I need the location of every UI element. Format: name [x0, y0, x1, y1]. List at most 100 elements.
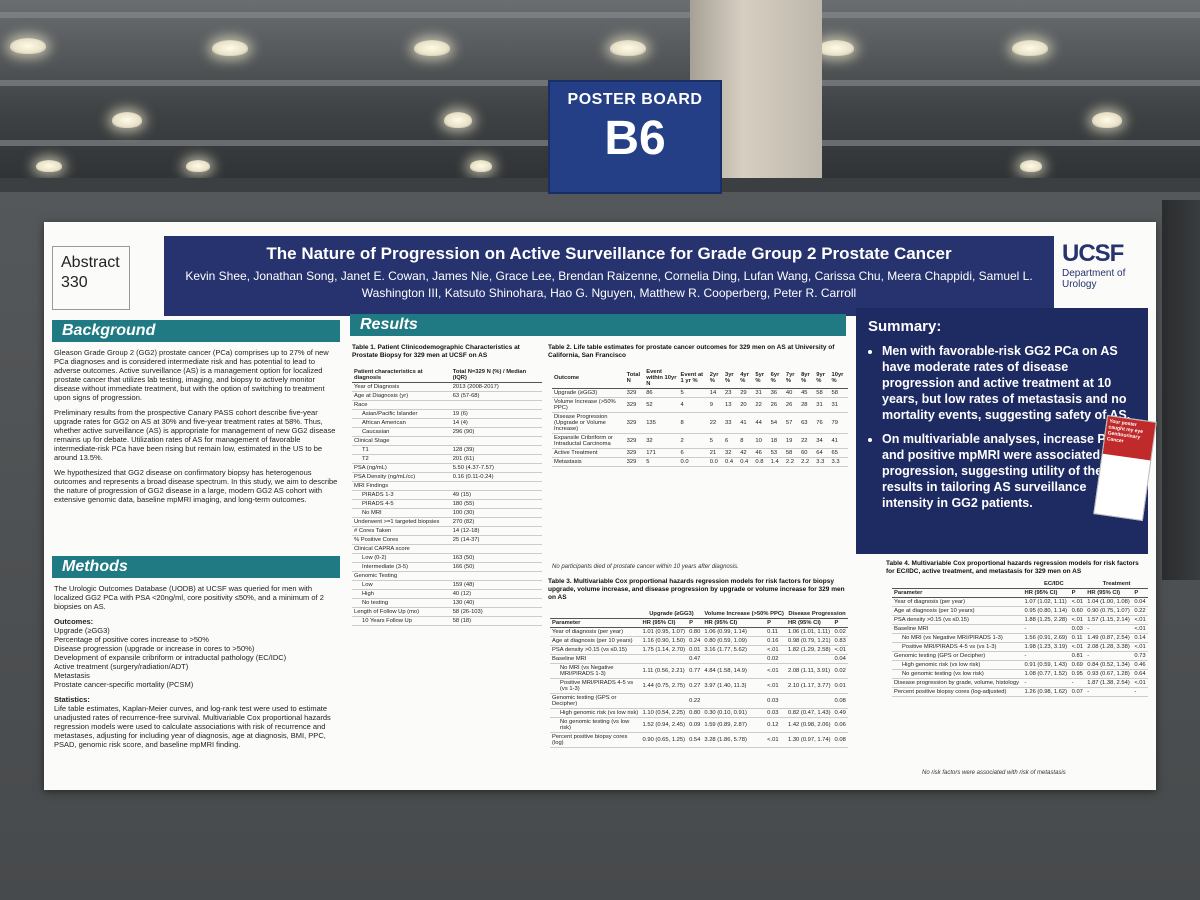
table-row: No MRI (vs Negative MRI/PIRADS 1-3) 1.56 …	[892, 633, 1148, 643]
table-row: Baseline MRI -0.03- <.01	[892, 624, 1148, 634]
table-group-header: Upgrade (≥GG3)	[640, 610, 703, 619]
title-bar: The Nature of Progression on Active Surv…	[164, 236, 1054, 316]
table-cell: Length of Follow Up (mo)	[352, 607, 451, 617]
background-heading: Background	[52, 320, 340, 342]
table-cell: <.01	[1132, 678, 1148, 688]
table-cell: 0.16	[765, 636, 786, 646]
table-cell: 1.75 (1.14, 2.70)	[640, 645, 688, 655]
table-cell: 329	[624, 457, 645, 467]
table-cell: 10	[753, 433, 769, 449]
table-cell: 163 (50)	[450, 553, 542, 563]
table-row: Caucasian 296 (90)	[352, 427, 542, 437]
ceiling-light	[470, 160, 492, 172]
table-row: PSA density >0.15 (vs ≤0.15) 1.88 (1.25, …	[892, 615, 1148, 625]
table-group-header: Treatment	[1085, 580, 1148, 589]
table-cell: 0.22	[687, 693, 703, 709]
table-cell: 0.49	[832, 708, 848, 718]
table-cell: Genomic testing (GPS or Decipher)	[550, 693, 641, 709]
table-cell: 25 (14-37)	[450, 535, 542, 545]
table-cell: -	[1022, 624, 1070, 634]
table-cell: Baseline MRI	[550, 654, 641, 664]
ceiling-light	[610, 40, 646, 56]
table-row: Underwent >=1 targeted biopsies 270 (82)	[352, 517, 542, 527]
table-cell: 0.02	[832, 663, 848, 679]
table-cell: 0.95	[1069, 669, 1086, 679]
table-row: PIRADS 1-3 49 (15)	[352, 490, 542, 500]
table-row: PSA Density (ng/mL/cc) 0.16 (0.11-0.24)	[352, 472, 542, 482]
table-row: Low 159 (48)	[352, 580, 542, 590]
table-cell	[450, 400, 542, 410]
table-cell: 0.73	[1132, 651, 1148, 661]
methods-text: The Urologic Outcomes Database (UODB) at…	[54, 584, 340, 755]
table-header-cell: 3yr %	[722, 368, 739, 389]
table-cell: 26	[768, 397, 784, 413]
table-cell: 0.77	[687, 663, 703, 679]
table-cell: High	[352, 589, 451, 599]
table-header-cell: P	[1132, 588, 1148, 598]
table-cell: 2.2	[783, 457, 800, 467]
table-cell: 1.52 (0.94, 2.45)	[640, 717, 688, 733]
board-edge	[1162, 200, 1200, 580]
table-cell: 0.08	[832, 732, 848, 748]
table-cell: 2.2	[799, 457, 815, 467]
table-cell: Intermediate (3-5)	[352, 562, 451, 572]
table-cell: Age at Diagnosis (yr)	[352, 391, 451, 401]
table-cell	[702, 654, 766, 664]
table-row: PSA density >0.15 (vs ≤0.15) 1.75 (1.14, …	[550, 645, 848, 655]
table-row: PIRADS 4-5 180 (55)	[352, 499, 542, 509]
table-row: Upgrade (≥GG3) 329 86 5 14 23 29 31 36 40 45 58 58	[552, 388, 848, 398]
outcome-item: Development of expansile cribriform or i…	[54, 653, 287, 662]
ceiling-light	[112, 112, 142, 128]
table-cell: T2	[352, 454, 451, 464]
table-cell: 3.3	[829, 457, 848, 467]
table-cell: 22	[753, 397, 769, 413]
table-cell: 0.01	[832, 678, 848, 694]
table-cell: PSA density >0.15 (vs ≤0.15)	[550, 645, 641, 655]
table-cell: No genomic testing (vs low risk)	[550, 717, 641, 733]
table-cell: # Cores Taken	[352, 526, 451, 536]
table-cell: 329	[624, 388, 645, 398]
table-header-cell: Total N	[624, 368, 645, 389]
table-cell: 3.97 (1.40, 11.3)	[702, 678, 766, 694]
table-cell: 0.03	[765, 708, 786, 718]
table-cell: 1.10 (0.54, 2.25)	[640, 708, 688, 718]
table-cell: 1.44 (0.75, 2.75)	[640, 678, 688, 694]
table-row: Percent positive biopsy cores (log) 0.90 …	[550, 732, 848, 748]
table-cell: 1.56 (0.91, 2.69)	[1022, 633, 1070, 643]
table-cell: 42	[738, 448, 754, 458]
table-cell: 1.98 (1.23, 3.19)	[1022, 642, 1070, 652]
table-row: Age at Diagnosis (yr) 63 (57-68)	[352, 391, 542, 401]
table-cell: 23	[722, 388, 739, 398]
table-cell: Genomic Testing	[352, 571, 451, 581]
table-cell: 180 (55)	[450, 499, 542, 509]
table-row: T2 201 (61)	[352, 454, 542, 464]
table-cell: 0.54	[687, 732, 703, 748]
table-group-header: Volume Increase (>50% PPC)	[702, 610, 786, 619]
table-cell: High genomic risk (vs low risk)	[550, 708, 641, 718]
table-header-cell: 4yr %	[738, 368, 754, 389]
poster-board-sign: POSTER BOARD B6	[548, 80, 722, 194]
table-cell: 1.42 (0.98, 2.06)	[786, 717, 833, 733]
table-cell: 329	[624, 412, 645, 434]
table-cell: 0.02	[832, 627, 848, 637]
table-cell: 0.16 (0.11-0.24)	[450, 472, 542, 482]
table-cell: 1.06 (0.99, 1.14)	[702, 627, 766, 637]
table-cell: Positive MRI/PIRADS 4-5 vs (vs 1-3)	[550, 678, 641, 694]
table-header-cell: P	[1069, 588, 1086, 598]
sign-number: B6	[604, 112, 666, 165]
table-cell: 19	[783, 433, 800, 449]
table-cell: <.01	[765, 678, 786, 694]
table-row: Genomic Testing	[352, 571, 542, 581]
table-cell: 0.4	[722, 457, 739, 467]
table-cell: 0.4	[738, 457, 754, 467]
table-cell: 33	[722, 412, 739, 434]
outcome-item: Disease progression (upgrade or increase…	[54, 644, 255, 653]
sign-label: POSTER BOARD	[567, 91, 703, 108]
table-cell: 57	[783, 412, 800, 434]
table-cell: 41	[738, 412, 754, 434]
table-row: Asian/Pacific Islander 19 (6)	[352, 409, 542, 419]
table-cell: 0.46	[1132, 660, 1148, 670]
table-cell: 58 (18)	[450, 616, 542, 626]
table-cell: 9	[707, 397, 723, 413]
abstract-box: Abstract 330	[52, 246, 130, 310]
